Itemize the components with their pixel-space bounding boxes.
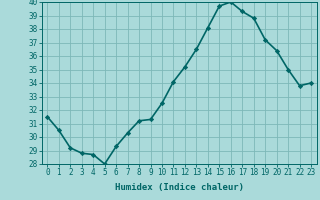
X-axis label: Humidex (Indice chaleur): Humidex (Indice chaleur): [115, 183, 244, 192]
